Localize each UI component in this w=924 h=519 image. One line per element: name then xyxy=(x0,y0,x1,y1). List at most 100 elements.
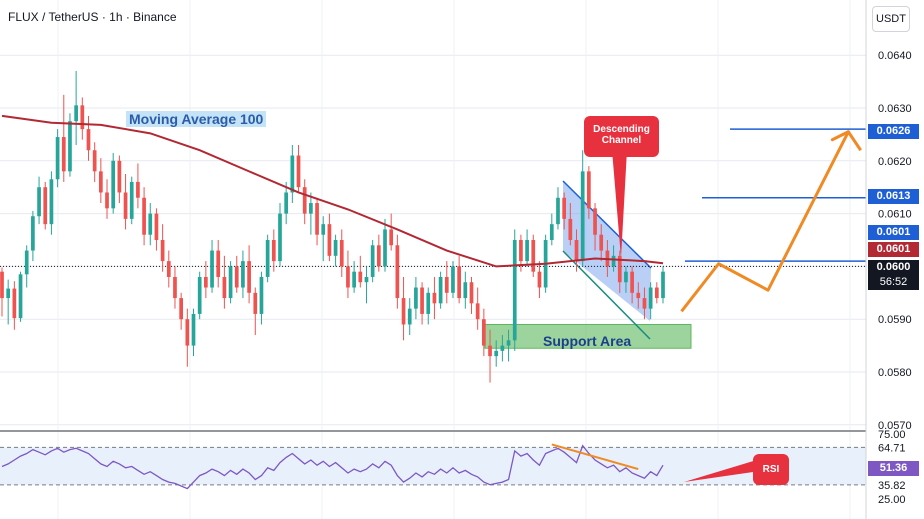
candle xyxy=(105,192,109,209)
candle xyxy=(512,240,517,341)
candle xyxy=(173,276,177,299)
candle xyxy=(383,229,387,267)
candle xyxy=(525,240,529,262)
candle xyxy=(296,155,301,188)
candle xyxy=(204,276,208,288)
candle-countdown: 56:52 xyxy=(868,275,919,290)
candle xyxy=(136,181,140,198)
moving-average-label: Moving Average 100 xyxy=(126,111,267,127)
candle xyxy=(444,276,449,293)
channel-upper-line xyxy=(562,180,652,269)
candle xyxy=(500,345,505,351)
candle xyxy=(574,240,579,262)
candle xyxy=(556,197,560,225)
projection-path xyxy=(680,130,862,313)
candle xyxy=(216,250,221,277)
candle xyxy=(55,137,60,180)
candle xyxy=(271,240,276,262)
candle xyxy=(6,288,11,299)
candle xyxy=(463,282,468,299)
candle xyxy=(593,208,597,235)
rsi-tick-label: 64.71 xyxy=(878,442,906,454)
candle xyxy=(154,213,159,240)
rsi-callout: RSI xyxy=(753,454,789,485)
candle xyxy=(426,292,431,314)
rsi-tick-label: 25.00 xyxy=(878,494,906,506)
price-tick-label: 0.0640 xyxy=(878,50,912,62)
candle xyxy=(339,240,344,267)
last-price-tag: 0.0600 xyxy=(868,260,919,275)
candle xyxy=(49,179,54,225)
candle xyxy=(580,171,585,262)
candle xyxy=(302,187,307,214)
candle xyxy=(654,287,659,299)
candle xyxy=(0,271,4,299)
candle xyxy=(389,229,394,246)
candle xyxy=(24,250,29,275)
candle xyxy=(661,271,665,299)
candle xyxy=(451,266,455,293)
rsi-band xyxy=(0,447,866,485)
candle xyxy=(241,261,245,288)
candle xyxy=(438,276,443,304)
candle xyxy=(333,240,338,256)
candle xyxy=(537,271,542,288)
candle xyxy=(222,276,227,299)
candle xyxy=(346,266,350,288)
candle xyxy=(18,274,23,319)
candle xyxy=(488,345,492,357)
candle xyxy=(185,319,190,346)
candle xyxy=(142,197,146,235)
support-area-label: Support Area xyxy=(543,333,632,349)
candle xyxy=(370,245,375,277)
candle xyxy=(407,308,412,325)
candle xyxy=(531,240,536,272)
candle xyxy=(61,137,66,172)
price-tag-0626: 0.0626 xyxy=(868,124,919,139)
rsi-tick-label: 35.82 xyxy=(878,480,906,492)
descending-channel-callout: Descending Channel xyxy=(584,116,659,157)
moving-average-line xyxy=(1,114,664,268)
candle xyxy=(376,245,381,267)
candle xyxy=(549,224,554,240)
price-tick-label: 0.0630 xyxy=(878,103,912,115)
channel-lower-line xyxy=(562,250,651,340)
candle xyxy=(197,276,202,314)
price-tick-label: 0.0580 xyxy=(878,367,912,379)
candle xyxy=(414,287,418,309)
candle xyxy=(31,216,35,251)
candle xyxy=(457,266,461,299)
price-tag-0601-blue: 0.0601 xyxy=(868,225,919,240)
rsi-tick-label: 75.00 xyxy=(878,429,906,441)
rsi-line xyxy=(1,444,664,490)
candle xyxy=(166,261,171,277)
candle xyxy=(247,261,251,293)
candle xyxy=(234,266,239,288)
candle xyxy=(290,155,295,193)
price-tick-label: 0.0610 xyxy=(878,209,912,221)
candle xyxy=(74,105,78,122)
candle xyxy=(481,319,486,346)
candle xyxy=(179,298,184,320)
candle xyxy=(309,203,313,214)
candle xyxy=(624,271,628,283)
currency-scale-button[interactable]: USDT xyxy=(872,6,910,32)
candle xyxy=(617,255,622,283)
candle xyxy=(191,313,196,346)
candle xyxy=(160,240,165,262)
candle xyxy=(37,187,41,217)
candle xyxy=(587,171,591,209)
candle xyxy=(642,298,647,309)
candle xyxy=(117,160,122,193)
rsi-callout-pointer xyxy=(684,459,760,482)
candle xyxy=(352,271,356,288)
candle xyxy=(420,287,424,314)
candle xyxy=(265,240,270,277)
price-tag-0601-ma: 0.0601 xyxy=(868,242,919,257)
candle xyxy=(278,213,282,262)
price-tick-label: 0.0590 xyxy=(878,314,912,326)
candle xyxy=(129,181,134,219)
candle xyxy=(111,160,116,209)
